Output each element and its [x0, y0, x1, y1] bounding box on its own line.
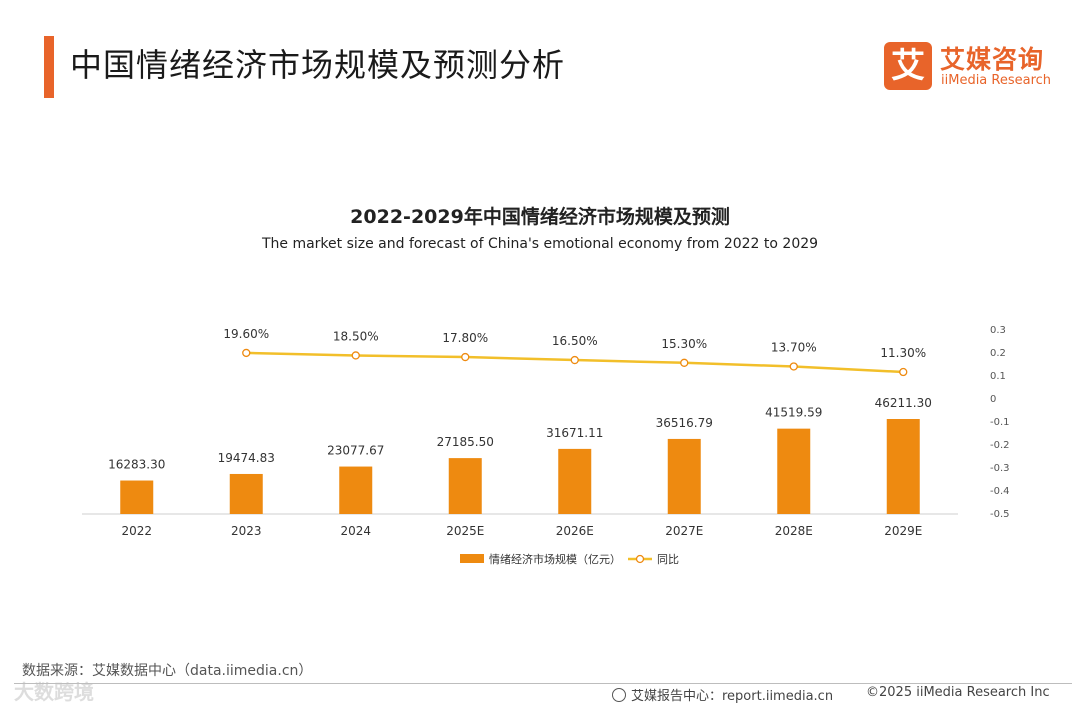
chart-subtitle: The market size and forecast of China's … [261, 236, 819, 252]
yoy-point-2025E [461, 352, 470, 362]
bar-2025E [448, 458, 482, 514]
bar-value-label: 46211.30 [875, 396, 932, 410]
right-axis-tick: 0 [990, 394, 996, 405]
bar-2026E [558, 448, 592, 514]
x-tick-label: 2025E [446, 524, 484, 538]
page-title: 中国情绪经济市场规模及预测分析 [70, 46, 566, 84]
title-accent-bar [44, 36, 54, 98]
yoy-value-label: 17.80% [442, 331, 488, 345]
yoy-point-2023 [242, 348, 251, 358]
right-axis-tick: -0.4 [990, 486, 1010, 497]
logo-en-text: iiMedia Research [941, 73, 1052, 88]
legend-line-label: 同比 [657, 553, 679, 566]
x-tick-label: 2027E [665, 524, 703, 538]
bar-value-label: 27185.50 [437, 435, 494, 449]
right-axis-tick: -0.5 [990, 509, 1010, 520]
yoy-value-label: 18.50% [333, 329, 379, 343]
yoy-value-label: 16.50% [552, 334, 598, 348]
x-tick-label: 2026E [556, 524, 594, 538]
market-size-chart: 16283.30 2022 19474.83 2023 23077.67 2024 2718… [82, 325, 1010, 566]
yoy-point-2026E [570, 355, 579, 365]
yoy-point-2027E [680, 358, 689, 367]
right-axis-tick: -0.1 [990, 417, 1010, 428]
x-tick-label: 2028E [775, 524, 813, 538]
bar-value-label: 41519.59 [765, 406, 822, 420]
legend-bar-label: 情绪经济市场规模（亿元） [489, 552, 621, 566]
x-tick-label: 2029E [884, 524, 922, 538]
x-tick-label: 2024 [340, 524, 371, 538]
bar-2024 [339, 466, 373, 514]
x-tick-label: 2022 [121, 524, 152, 538]
bar-2029E [886, 419, 920, 514]
data-source: 数据来源：艾媒数据中心（data.iimedia.cn） [22, 663, 313, 679]
bar-value-label: 31671.11 [546, 426, 603, 440]
right-axis-tick: -0.3 [990, 463, 1010, 474]
bar-value-label: 36516.79 [656, 416, 713, 430]
bar-value-label: 16283.30 [108, 458, 165, 472]
bar-2023 [229, 473, 263, 514]
right-axis-tick: 0.1 [990, 371, 1006, 382]
yoy-point-2028E [789, 362, 798, 371]
logo-cn-text: 艾媒咨询 [940, 45, 1045, 74]
copyright: ©2025 iiMedia Research Inc [866, 685, 1050, 700]
logo-mark-icon: 艾 [884, 42, 932, 90]
legend-line-marker [635, 554, 645, 564]
watermark: 大数跨境 [14, 680, 94, 704]
right-axis-tick: -0.2 [990, 440, 1010, 451]
bar-2027E [667, 438, 701, 514]
report-center-text: 艾媒报告中心：report.iimedia.cn [631, 689, 834, 704]
right-axis-tick: 0.3 [990, 325, 1006, 336]
bar-2028E [777, 428, 811, 514]
yoy-value-label: 15.30% [661, 337, 707, 351]
bar-2022 [120, 480, 154, 514]
yoy-point-2029E [899, 367, 908, 377]
bar-value-label: 19474.83 [218, 451, 275, 465]
report-center-link[interactable]: 艾媒报告中心：report.iimedia.cn [612, 685, 833, 704]
yoy-value-label: 13.70% [771, 340, 817, 354]
footer-divider [14, 683, 1072, 684]
brand-logo: 艾 艾媒咨询 iiMedia Research [884, 40, 1064, 92]
yoy-point-2024 [351, 351, 360, 360]
yoy-value-label: 11.30% [880, 346, 926, 360]
x-tick-label: 2023 [231, 524, 262, 538]
right-axis-tick: 0.2 [990, 348, 1006, 359]
yoy-value-label: 19.60% [223, 327, 269, 341]
chart-title: 2022-2029年中国情绪经济市场规模及预测 [350, 206, 730, 228]
globe-icon [612, 688, 626, 702]
bar-value-label: 23077.67 [327, 444, 384, 458]
legend-bar-swatch [460, 554, 484, 563]
